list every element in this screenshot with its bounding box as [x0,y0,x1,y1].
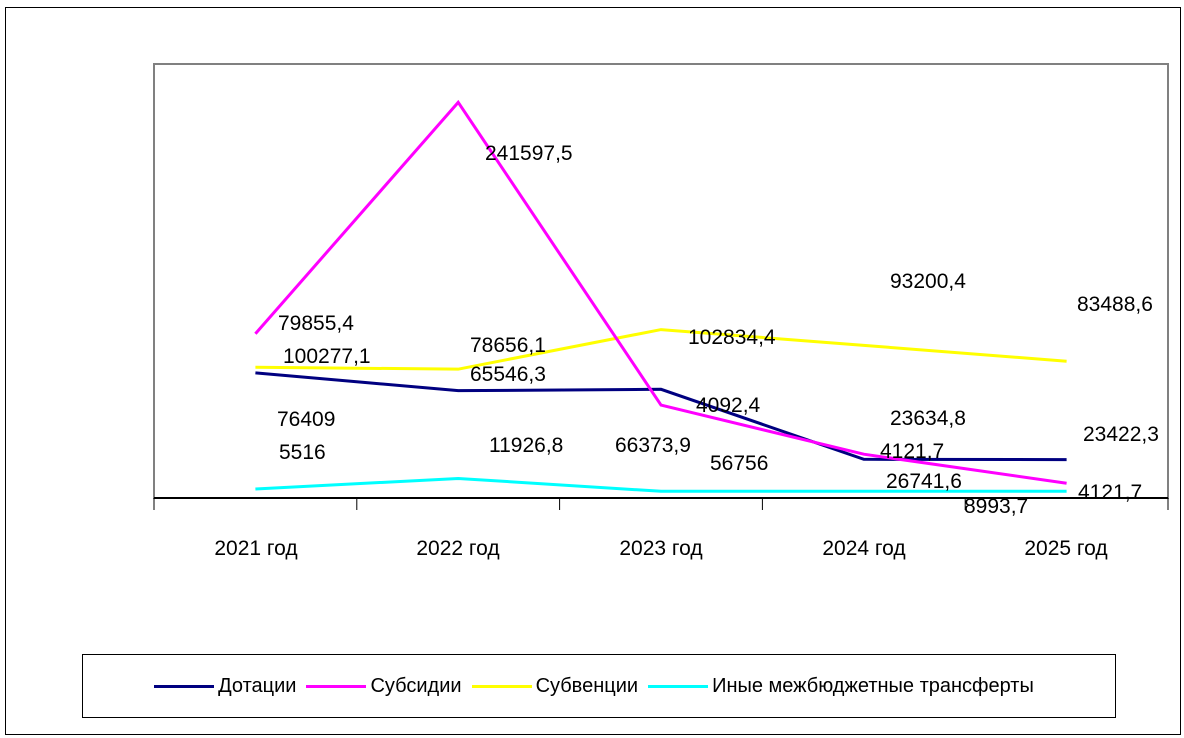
series-line-1 [254,99,1067,485]
data-label: 83488,6 [1077,293,1153,316]
legend: Дотации Субсидии Субвенции Иные межбюдже… [82,654,1116,718]
legend-item-dotatsii: Дотации [154,675,296,698]
x-axis-ticks [153,498,1169,510]
legend-swatch [306,684,367,688]
data-label: 65546,3 [470,363,546,386]
data-label: 79855,4 [278,312,354,335]
plot-area [153,63,1169,499]
data-labels: 79855,4 100277,1 76409 5516 241597,5 786… [277,142,1159,518]
data-label: 4121,7 [880,440,944,463]
legend-swatch [471,684,532,688]
data-label: 93200,4 [890,270,966,293]
data-label: 241597,5 [485,142,573,165]
data-label: 5516 [279,441,326,464]
chart-frame [5,7,1181,735]
data-label: 78656,1 [470,334,546,357]
data-label: 11926,8 [489,434,563,457]
legend-label: Иные межбюджетные трансферты [712,674,1034,697]
data-label: 102834,4 [688,326,776,349]
data-label: 23634,8 [890,407,966,430]
x-tick-label: 2022 год [416,537,499,560]
data-label: 4092,4 [696,394,761,417]
x-tick-label: 2021 год [214,537,297,560]
legend-item-inye-transferty: Иные межбюджетные трансферты [648,675,1034,698]
x-tick-label: 2025 год [1024,537,1107,560]
data-label: 56756 [710,452,768,475]
legend-swatch [154,684,215,688]
legend-label: Субвенции [535,674,639,697]
data-label: 100277,1 [283,345,371,368]
data-label: 66373,9 [615,434,691,457]
legend-label: Дотации [218,674,297,697]
legend-item-subventsii: Субвенции [471,674,639,698]
series-line-3 [255,476,1067,493]
data-label: 76409 [277,408,335,431]
data-label: 23422,3 [1083,423,1159,446]
data-label: 4121,7 [1078,481,1142,504]
x-tick-label: 2023 год [619,537,702,560]
x-axis-tick-labels: 2021 год 2022 год 2023 год 2024 год 2025… [214,537,1107,560]
series-line-2 [255,328,1067,371]
data-label: 8993,7 [964,495,1028,518]
data-label: 26741,6 [886,470,962,493]
legend-swatch [648,684,709,688]
legend-item-subsidii: Субсидии [306,674,462,698]
series-lines [254,99,1067,493]
x-tick-label: 2024 год [822,537,905,560]
series-line-0 [255,371,1067,462]
legend-label: Субсидии [370,674,462,697]
